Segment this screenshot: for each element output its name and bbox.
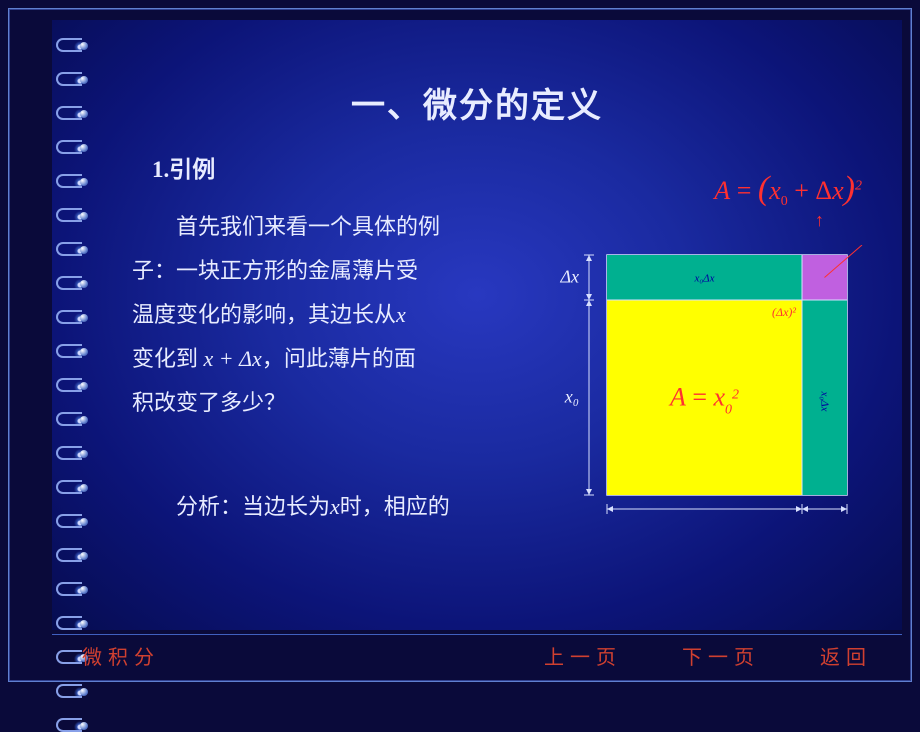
spiral-ring (56, 378, 82, 392)
var-x: x (330, 494, 340, 519)
spiral-ring (56, 106, 82, 120)
next-page-button[interactable]: 下一页 (682, 641, 760, 670)
spiral-ring (56, 718, 82, 732)
spiral-ring (56, 582, 82, 596)
formula-area-expanded: A = (x0 + Δx)2 (714, 170, 862, 210)
line5: 积改变了多少？ (132, 381, 512, 425)
analysis-label: 分析： (176, 494, 242, 519)
footer-nav: 微积分 上一页 下一页 返回 (52, 634, 902, 676)
line1: 首先我们来看一个具体的例 (132, 205, 512, 249)
slide: 一、微分的定义 1.引例 首先我们来看一个具体的例 子：一块正方形的金属薄片受 … (52, 20, 902, 630)
var-xdx: x + Δx (204, 346, 262, 371)
spiral-binding (56, 28, 86, 732)
spiral-ring (56, 242, 82, 256)
svg-text:Δx: Δx (814, 511, 834, 515)
body-paragraph: 首先我们来看一个具体的例 子：一块正方形的金属薄片受 温度变化的影响，其边长从x… (132, 205, 512, 425)
spiral-ring (56, 548, 82, 562)
spiral-ring (56, 446, 82, 460)
back-button[interactable]: 返回 (820, 641, 872, 670)
t: 当边长为 (242, 494, 330, 519)
arrow-to-corner: ↑ (815, 210, 824, 231)
spiral-ring (56, 616, 82, 630)
svg-text:Δx: Δx (559, 267, 579, 287)
svg-text:x₀Δx: x₀Δx (693, 273, 714, 285)
t: ，问此薄片的面 (262, 346, 416, 371)
spiral-ring (56, 344, 82, 358)
svg-text:x₀Δx: x₀Δx (819, 390, 831, 411)
spiral-ring (56, 72, 82, 86)
var-x: x (396, 302, 406, 327)
svg-text:x₀: x₀ (696, 511, 711, 515)
t: 时，相应的 (340, 494, 450, 519)
line3: 温度变化的影响，其边长从x (132, 293, 512, 337)
line4: 变化到 x + Δx，问此薄片的面 (132, 337, 512, 381)
spiral-ring (56, 38, 82, 52)
slide-title: 一、微分的定义 (52, 20, 902, 127)
t: 温度变化的影响，其边长从 (132, 302, 396, 327)
spiral-ring (56, 412, 82, 426)
analysis-line: 分析：当边长为x时，相应的 (132, 485, 562, 529)
svg-text:(Δx)²: (Δx)² (772, 305, 796, 319)
footer-label: 微积分 (82, 641, 160, 670)
line2: 子：一块正方形的金属薄片受 (132, 249, 512, 293)
spiral-ring (56, 514, 82, 528)
spiral-ring (56, 140, 82, 154)
spiral-ring (56, 684, 82, 698)
area-diagram: Δxx₀x₀Δxx₀Δxx₀Δx(Δx)²A = x02 (542, 245, 872, 515)
spiral-ring (56, 276, 82, 290)
spiral-ring (56, 480, 82, 494)
prev-page-button[interactable]: 上一页 (544, 641, 622, 670)
spiral-ring (56, 208, 82, 222)
spiral-ring (56, 174, 82, 188)
t: 变化到 (132, 346, 198, 371)
subheading: 1.引例 (152, 150, 215, 184)
spiral-ring (56, 310, 82, 324)
svg-text:x₀: x₀ (564, 387, 579, 407)
